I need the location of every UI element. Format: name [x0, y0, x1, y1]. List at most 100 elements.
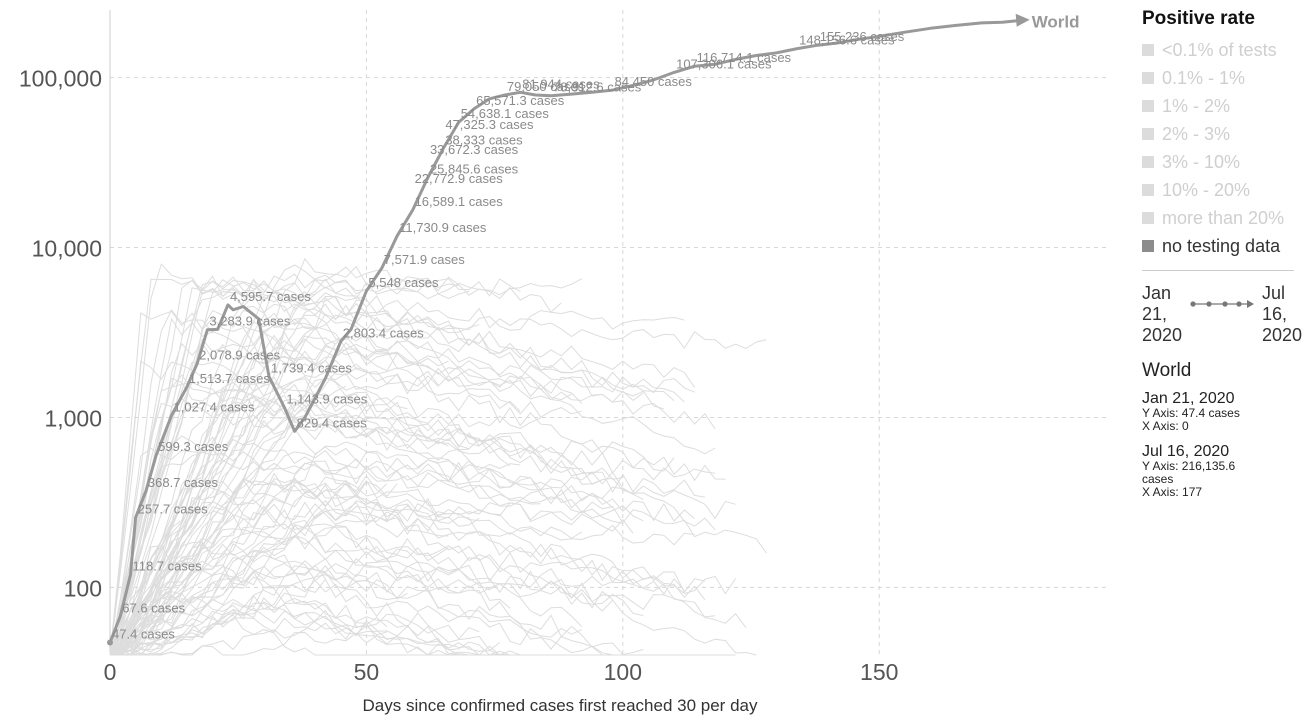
background-series-line — [109, 447, 613, 656]
axis-tick-labels: 100 1,000 10,000 100,000 0 50 100 150 — [19, 66, 899, 685]
data-label-group: 47.4 cases 67.6 cases 118.7 cases 257.7 cas… — [112, 29, 905, 641]
background-series-line — [109, 377, 716, 656]
legend-panel: Positive rate <0.1% of tests 0.1% - 1% 1% … — [1142, 8, 1307, 509]
background-series-line — [109, 310, 439, 656]
legend-items: <0.1% of tests 0.1% - 1% 1% - 2% 2% - 3% 3% … — [1142, 36, 1307, 260]
data-label: 3,283.9 cases — [209, 314, 290, 329]
x-tick-label: 100 — [604, 659, 642, 685]
background-series-line — [110, 572, 408, 656]
background-series-line — [109, 361, 736, 656]
data-label: 5,548 cases — [368, 275, 439, 290]
data-label: 78,312.6 cases — [553, 80, 642, 95]
background-series-line — [110, 332, 644, 656]
timeline-dot — [1236, 301, 1242, 307]
data-label: 84,450 cases — [615, 74, 693, 89]
data-label: 368.7 cases — [148, 475, 219, 490]
tooltip-date: Jul 16, 2020 — [1142, 443, 1230, 460]
data-label: 155,236 cases — [820, 29, 905, 44]
legend-item[interactable]: 10% - 20% — [1142, 176, 1307, 204]
data-label: 65,571.3 cases — [476, 93, 565, 108]
background-series-line — [109, 476, 388, 656]
data-label: 33,672.3 cases — [430, 142, 519, 157]
background-series-line — [109, 501, 644, 656]
background-series-line — [110, 460, 747, 656]
background-series-line — [109, 448, 705, 656]
background-series-line — [110, 557, 716, 656]
background-series-line — [109, 615, 388, 656]
data-label: 1,143.9 cases — [286, 392, 367, 407]
background-series-line — [110, 477, 583, 656]
legend-item[interactable]: more than 20% — [1142, 204, 1307, 232]
background-series-line — [109, 257, 562, 656]
timeline-control[interactable]: Jan 21, 2020 Jul 16, 2020 — [1142, 283, 1302, 346]
tooltip-panel: World Jan 21, 2020 Y Axis: 47.4 cases X … — [1142, 360, 1307, 499]
data-label: 47,325.3 cases — [445, 117, 534, 132]
legend-item[interactable]: 3% - 10% — [1142, 148, 1307, 176]
data-label: 1,513.7 cases — [189, 371, 270, 386]
data-label: 7,571.9 cases — [384, 252, 465, 267]
timeline-dot — [1206, 301, 1212, 307]
background-series-line — [109, 479, 634, 656]
background-series-line — [109, 435, 767, 656]
legend-item[interactable]: <0.1% of tests — [1142, 36, 1307, 64]
data-label: 16,589.1 cases — [415, 194, 504, 209]
data-label: 2,803.4 cases — [343, 325, 424, 340]
legend-swatch — [1142, 212, 1154, 224]
legend-swatch — [1142, 44, 1154, 56]
legend-item-label: <0.1% of tests — [1162, 39, 1277, 60]
tooltip-line: cases — [1142, 472, 1174, 486]
background-series-line — [109, 273, 583, 656]
data-label: 257.7 cases — [138, 502, 209, 517]
y-tick-label: 100 — [64, 575, 102, 601]
tooltip-start-block: Jan 21, 2020 Y Axis: 47.4 cases X Axis: … — [1142, 390, 1307, 433]
world-series-group[interactable]: World — [107, 13, 1080, 646]
timeline-slider[interactable] — [1189, 299, 1255, 309]
background-series-line — [109, 500, 757, 656]
background-series-line — [109, 526, 685, 656]
timeline-end-label: Jul 16, 2020 — [1261, 283, 1302, 345]
legend-divider — [1142, 270, 1294, 271]
data-label: 25,845.6 cases — [430, 161, 519, 176]
background-series-line — [109, 279, 470, 656]
legend-swatch — [1142, 72, 1154, 84]
world-series-line[interactable] — [108, 19, 1018, 644]
tooltip-end-block: Jul 16, 2020 Y Axis: 216,135.6 cases X A… — [1142, 443, 1307, 499]
data-label: 1,027.4 cases — [174, 399, 255, 414]
data-label: 81,944 cases — [522, 76, 600, 91]
legend-swatch — [1142, 156, 1154, 168]
background-series-line — [109, 441, 695, 656]
x-tick-label: 50 — [354, 659, 380, 685]
data-label: 116,714.1 cases — [697, 50, 792, 65]
background-series-line — [110, 510, 706, 656]
legend-title: Positive rate — [1142, 8, 1255, 29]
legend-item-label: no testing data — [1162, 235, 1281, 256]
background-series-line — [109, 297, 767, 656]
background-series-line — [109, 593, 695, 656]
background-series-line — [110, 615, 654, 656]
x-axis-label: Days since confirmed cases first reached… — [363, 696, 758, 715]
legend-item[interactable]: no testing data — [1142, 232, 1307, 260]
background-series-line — [109, 405, 511, 656]
timeline-arrow-icon[interactable] — [1247, 300, 1254, 308]
data-label: 4,595.7 cases — [230, 289, 311, 304]
background-series-line — [109, 395, 541, 656]
data-label: 2,078.9 cases — [199, 347, 280, 362]
data-label: 79,050 cases — [507, 79, 585, 94]
legend-swatch — [1142, 128, 1154, 140]
y-tick-label: 100,000 — [19, 66, 102, 92]
background-series-line — [109, 375, 716, 656]
tooltip-line: X Axis: 177 — [1142, 485, 1203, 499]
data-label: 1,739.4 cases — [271, 361, 352, 376]
legend-item[interactable]: 0.1% - 1% — [1142, 64, 1307, 92]
background-series-line — [109, 275, 367, 656]
world-end-arrow-icon — [1015, 13, 1030, 27]
legend-item-label: 2% - 3% — [1162, 123, 1231, 144]
timeline-handle-start[interactable] — [1190, 301, 1196, 307]
background-series-line — [109, 278, 675, 656]
background-series-line — [110, 565, 613, 656]
data-label: 107,306.1 cases — [676, 56, 772, 71]
legend-item[interactable]: 2% - 3% — [1142, 120, 1307, 148]
data-label: 11,730.9 cases — [399, 220, 487, 235]
legend-item[interactable]: 1% - 2% — [1142, 92, 1307, 120]
x-tick-label: 150 — [860, 659, 898, 685]
